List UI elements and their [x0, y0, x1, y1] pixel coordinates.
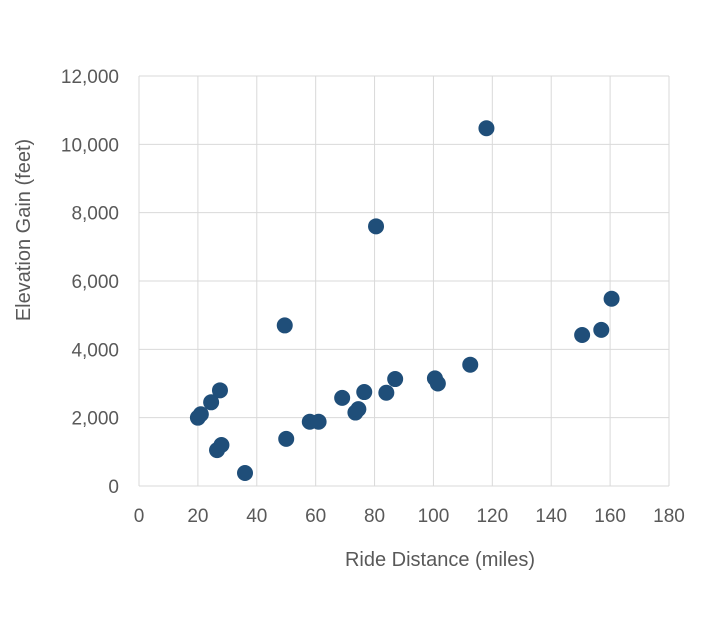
x-tick-label: 60 [305, 506, 326, 527]
data-point [478, 120, 495, 137]
y-tick-label: 4,000 [71, 340, 119, 361]
data-point [356, 384, 373, 401]
data-points [189, 120, 620, 482]
data-point [278, 430, 295, 447]
x-axis-title: Ride Distance (miles) [345, 549, 535, 571]
y-tick-label: 2,000 [71, 409, 119, 430]
data-point [368, 218, 385, 235]
data-point [378, 384, 395, 401]
y-tick-label: 10,000 [61, 135, 119, 156]
data-point [211, 382, 228, 399]
x-tick-label: 120 [476, 506, 508, 527]
data-point [334, 389, 351, 406]
x-tick-labels: 0 20 40 60 80 100 120 140 160 180 [134, 506, 685, 527]
x-tick-label: 40 [246, 506, 267, 527]
data-point [237, 465, 253, 482]
y-tick-label: 0 [108, 477, 119, 498]
y-tick-label: 6,000 [71, 272, 119, 293]
x-tick-label: 20 [187, 506, 208, 527]
y-tick-label: 8,000 [71, 204, 119, 225]
x-tick-label: 180 [653, 506, 685, 527]
data-point [429, 375, 446, 392]
data-point [387, 371, 404, 388]
x-tick-label: 0 [134, 506, 145, 527]
data-point [350, 401, 367, 418]
y-tick-label: 12,000 [61, 67, 119, 88]
data-point [192, 406, 209, 423]
x-tick-label: 80 [364, 506, 385, 527]
data-point [593, 321, 610, 338]
data-point [310, 413, 327, 430]
y-axis-title: Elevation Gain (feet) [13, 139, 35, 321]
data-point [574, 326, 591, 343]
data-point [276, 317, 293, 334]
data-point [213, 437, 230, 453]
x-tick-label: 140 [535, 506, 567, 527]
x-tick-label: 100 [418, 506, 450, 527]
data-point [462, 356, 479, 373]
x-tick-label: 160 [594, 506, 626, 527]
gridlines [138, 75, 670, 487]
data-point [603, 290, 620, 307]
data-point [203, 394, 220, 411]
y-tick-labels: 0 2,000 4,000 6,000 8,000 10,000 12,000 [61, 67, 119, 498]
